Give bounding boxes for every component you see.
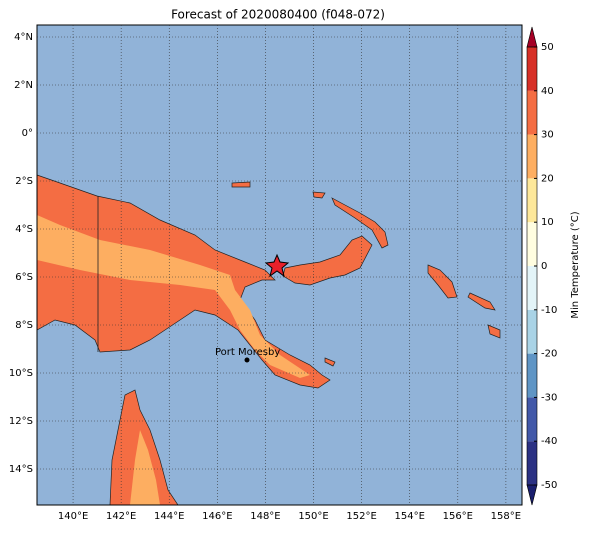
city-label: Port Moresby (215, 347, 280, 358)
colorbar-tick-label: 0 (541, 261, 547, 272)
colorbar-bin (527, 47, 537, 91)
lat-tick-label: 6°S (15, 272, 33, 283)
lat-tick-label: 0° (22, 128, 33, 139)
lon-tick-label: 150°E (298, 511, 328, 522)
colorbar-tick-label: 20 (541, 173, 554, 184)
colorbar-bin (527, 134, 537, 179)
colorbar-bin (527, 353, 537, 398)
colorbar-tick-label: 40 (541, 86, 554, 97)
land (36, 174, 501, 506)
lon-tick-label: 148°E (250, 511, 280, 522)
lat-tick-label: 2°N (14, 80, 33, 91)
colorbar-label: Min Temperature (°C) (570, 211, 581, 318)
colorbar-tick-label: -10 (541, 305, 557, 316)
title: Forecast of 2020080400 (f048-072) (171, 8, 385, 22)
colorbar-tick-label: 50 (541, 42, 554, 53)
colorbar-tick-label: -50 (541, 480, 557, 491)
colorbar-bin (527, 441, 537, 485)
colorbar-tick-label: 30 (541, 130, 554, 141)
colorbar-bin (527, 178, 537, 223)
colorbar-tick-label: 10 (541, 217, 554, 228)
colorbar-extend (526, 26, 538, 48)
lat-tick-label: 12°S (9, 416, 33, 427)
lon-tick-label: 156°E (443, 511, 473, 522)
colorbar-bin (527, 222, 537, 266)
lat-tick-label: 2°S (15, 176, 33, 187)
colorbar-bin (527, 90, 537, 135)
lat-tick-label: 10°S (9, 368, 33, 379)
lon-tick-label: 158°E (491, 511, 521, 522)
lat-tick-label: 4°S (15, 224, 33, 235)
colorbar-tick-label: -30 (541, 392, 557, 403)
lon-tick-label: 140°E (58, 511, 88, 522)
lon-tick-label: 154°E (395, 511, 425, 522)
colorbar-bin (527, 266, 537, 310)
colorbar-tick-label: -20 (541, 349, 557, 360)
lat-tick-label: 14°S (9, 464, 33, 475)
lon-tick-label: 152°E (346, 511, 376, 522)
lon-tick-label: 146°E (202, 511, 232, 522)
lon-tick-label: 142°E (106, 511, 136, 522)
colorbar-extend (526, 484, 538, 506)
lon-tick-label: 144°E (154, 511, 184, 522)
colorbar-tick-label: -40 (541, 436, 557, 447)
lat-tick-label: 4°N (14, 32, 33, 43)
colorbar-bin (527, 397, 537, 442)
colorbar-bin (527, 309, 537, 354)
map-frame (36, 24, 523, 506)
lat-tick-label: 8°S (15, 320, 33, 331)
